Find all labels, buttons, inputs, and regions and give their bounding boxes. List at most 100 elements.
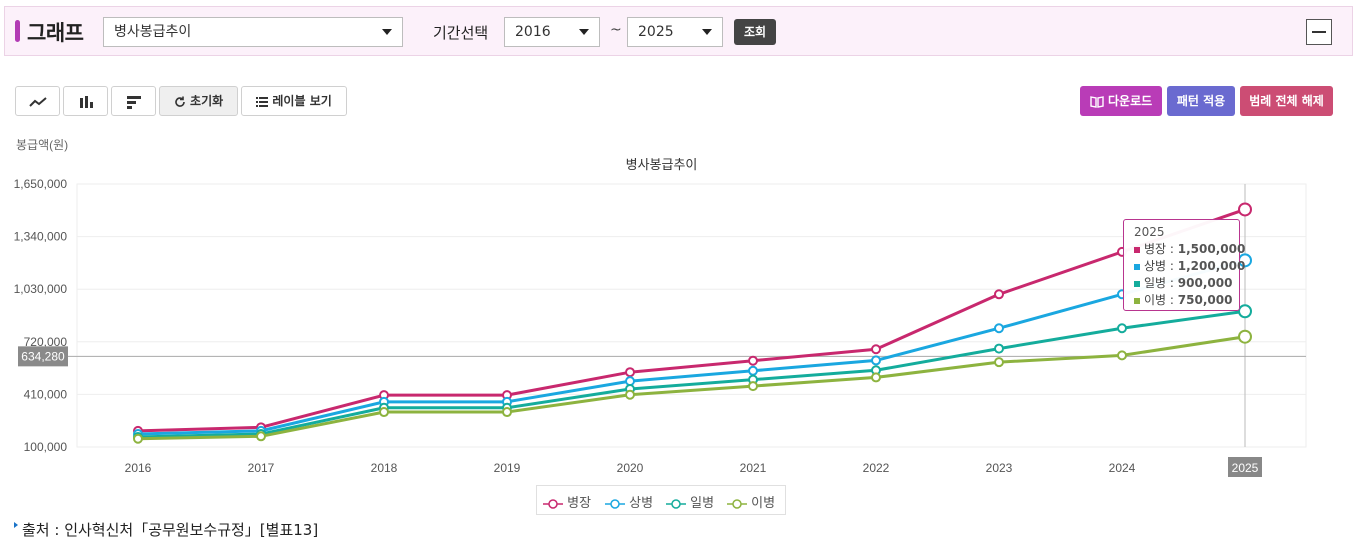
tooltip-series-value: 1,200,000 <box>1177 259 1246 273</box>
y-tick-label: 1,340,000 <box>14 230 68 244</box>
bar-chart-icon <box>79 95 93 108</box>
legend-item-3[interactable]: 이병 <box>727 492 775 511</box>
tooltip-row: 병장 : 1,500,000 <box>1134 241 1245 258</box>
tooltip-row: 상병 : 1,200,000 <box>1134 258 1245 275</box>
to-year-value: 2025 <box>638 24 674 40</box>
legend-label: 이병 <box>751 496 776 511</box>
chevron-down-icon <box>702 29 712 35</box>
x-tick-label: 2020 <box>617 461 644 475</box>
legend-swatch <box>1134 280 1140 287</box>
reset-label: 초기화 <box>190 94 224 108</box>
line-chart: 100,000 410,000 720,000 1,030,000 1,340,000 1… <box>14 138 1307 477</box>
legend-label: 일병 <box>690 496 715 511</box>
legend-item-2[interactable]: 일병 <box>666 492 714 511</box>
y-tick-label: 1,650,000 <box>14 177 68 191</box>
query-button[interactable]: 조회 <box>734 19 776 45</box>
chart-tooltip: 2025 병장 : 1,500,000 상병 : 1,200,000 일병 : … <box>1123 219 1245 311</box>
download-label: 다운로드 <box>1108 94 1153 108</box>
data-point <box>625 367 635 378</box>
download-button[interactable]: 다운로드 <box>1080 86 1162 116</box>
book-icon <box>1090 95 1104 108</box>
legend-marker <box>666 498 686 509</box>
title-accent-bar <box>15 20 20 42</box>
horizontal-bar-icon <box>126 95 141 109</box>
tooltip-row: 일병 : 900,000 <box>1134 275 1239 292</box>
source-text: 출처 : 인사혁신처「공무원보수규정」[별표13] <box>22 521 319 539</box>
chevron-down-icon <box>382 29 392 35</box>
y-axis-label: 봉급액(원) <box>16 138 68 152</box>
legend-swatch <box>1134 263 1140 270</box>
x-tick-label: 2025 <box>1232 461 1259 475</box>
horizontal-bar-button[interactable] <box>111 86 156 116</box>
data-point <box>1238 304 1252 319</box>
bar-chart-button[interactable] <box>63 86 108 116</box>
data-point <box>748 381 758 392</box>
series-line-1 <box>137 258 1246 436</box>
collapse-button[interactable] <box>1306 19 1332 45</box>
data-point <box>133 433 143 444</box>
data-point <box>1117 350 1127 361</box>
graph-select-value: 병사봉급추이 <box>114 24 192 40</box>
x-tick-label: 2024 <box>1109 461 1136 475</box>
data-point <box>994 357 1004 368</box>
data-point <box>871 372 881 383</box>
x-tick-label: 2017 <box>248 461 275 475</box>
y-tick-label: 410,000 <box>24 387 68 401</box>
data-point <box>871 344 881 355</box>
minus-icon <box>1312 31 1326 33</box>
label-view-label: 레이블 보기 <box>272 94 332 108</box>
source-note: 출처 : 인사혁신처「공무원보수규정」[별표13] <box>14 519 318 540</box>
tooltip-series-value: 900,000 <box>1177 276 1233 290</box>
chart-title: 병사봉급추이 <box>626 157 698 172</box>
data-point <box>871 355 881 366</box>
series-line-0 <box>137 208 1246 433</box>
line-chart-button[interactable] <box>15 86 60 116</box>
x-tick-highlight <box>1228 457 1262 477</box>
data-point <box>625 376 635 387</box>
page-title: 그래프 <box>27 21 84 45</box>
legend-marker <box>727 498 747 509</box>
legend-label: 상병 <box>629 496 654 511</box>
graph-select[interactable]: 병사봉급추이 <box>103 17 403 47</box>
from-year-value: 2016 <box>515 24 551 40</box>
series-line-3 <box>137 335 1246 441</box>
legend-off-button[interactable]: 범례 전체 해제 <box>1240 86 1333 116</box>
data-point <box>256 431 266 442</box>
x-tick-label: 2021 <box>740 461 767 475</box>
data-point <box>1238 202 1252 217</box>
reset-button[interactable]: 초기화 <box>159 86 238 116</box>
legend-swatch <box>1134 297 1140 304</box>
data-point <box>1238 329 1252 344</box>
refresh-icon <box>175 96 185 107</box>
pattern-label: 패턴 적용 <box>1176 94 1226 108</box>
legend-off-label: 범례 전체 해제 <box>1249 94 1324 108</box>
plot-area <box>76 183 1307 448</box>
tooltip-series-name: 상병 <box>1144 259 1167 273</box>
line-chart-icon <box>28 96 47 107</box>
data-point <box>379 407 389 418</box>
x-tick-label: 2023 <box>986 461 1013 475</box>
from-year-select[interactable]: 2016 <box>504 17 600 47</box>
tooltip-series-name: 이병 <box>1144 293 1167 307</box>
legend-item-0[interactable]: 병장 <box>543 492 591 511</box>
tooltip-series-name: 일병 <box>1144 276 1167 290</box>
pattern-button[interactable]: 패턴 적용 <box>1167 86 1235 116</box>
legend-item-1[interactable]: 상병 <box>605 492 653 511</box>
bullet-icon <box>14 522 18 528</box>
tooltip-series-name: 병장 <box>1144 242 1167 256</box>
graph-header: 그래프 병사봉급추이 기간선택 2016 ~ 2025 조회 <box>4 6 1353 56</box>
legend-marker <box>605 498 625 509</box>
y-tick-label: 720,000 <box>24 335 68 349</box>
to-year-select[interactable]: 2025 <box>627 17 723 47</box>
data-point <box>748 365 758 376</box>
crosshair-value-box <box>18 346 68 367</box>
x-tick-label: 2016 <box>125 461 152 475</box>
x-tick-label: 2018 <box>371 461 398 475</box>
label-view-button[interactable]: 레이블 보기 <box>241 86 347 116</box>
tooltip-year: 2025 <box>1134 225 1165 239</box>
tooltip-series-value: 1,500,000 <box>1177 242 1246 256</box>
tooltip-series-value: 750,000 <box>1177 293 1233 307</box>
x-tick-label: 2019 <box>494 461 521 475</box>
data-point <box>994 343 1004 354</box>
